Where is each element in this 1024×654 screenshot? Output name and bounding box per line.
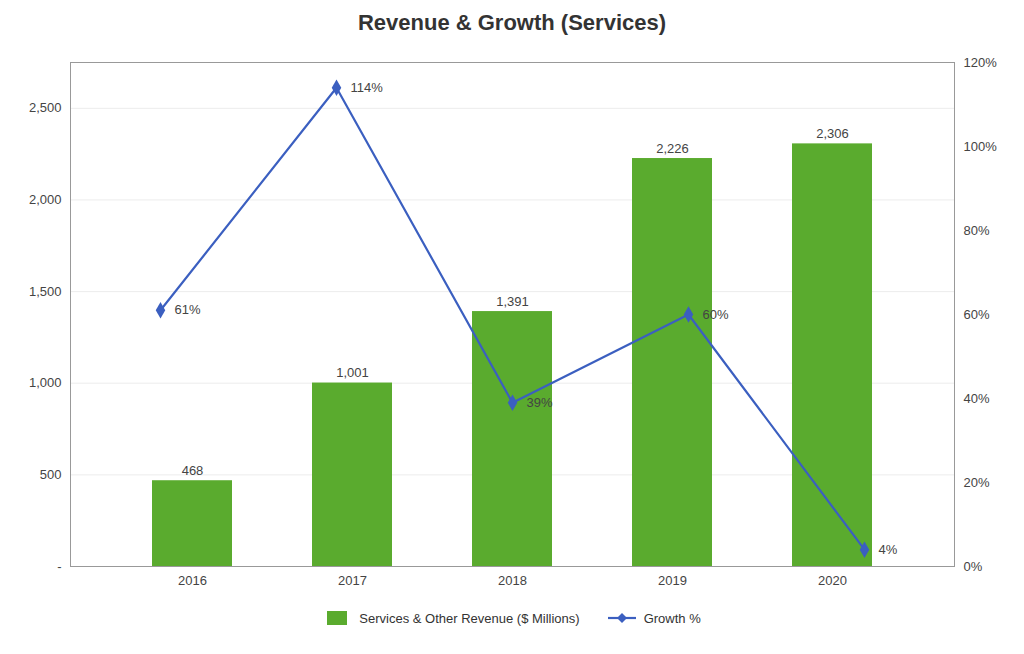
svg-text:20%: 20% bbox=[964, 475, 990, 490]
svg-text:2019: 2019 bbox=[658, 573, 687, 588]
svg-text:4%: 4% bbox=[879, 542, 898, 557]
svg-text:100%: 100% bbox=[964, 139, 998, 154]
svg-text:2017: 2017 bbox=[338, 573, 367, 588]
svg-text:468: 468 bbox=[182, 463, 204, 478]
svg-text:1,001: 1,001 bbox=[336, 365, 369, 380]
svg-text:114%: 114% bbox=[351, 80, 384, 95]
html-text:Revenue & Growth (Services): Revenue & Growth (Services) bbox=[357, 10, 666, 35]
svg-text:1,391: 1,391 bbox=[496, 294, 529, 309]
svg-text:2020: 2020 bbox=[818, 573, 847, 588]
svg-text:2,000: 2,000 bbox=[29, 192, 62, 207]
svg-text:39%: 39% bbox=[527, 395, 553, 410]
svg-text:2,306: 2,306 bbox=[816, 126, 849, 141]
html-text:Growth %: Growth % bbox=[643, 610, 701, 626]
html-text:Services & Other Revenue ($ Mi: Services & Other Revenue ($ Millions) bbox=[359, 610, 580, 626]
svg-text:0%: 0% bbox=[964, 559, 983, 574]
svg-text:2016: 2016 bbox=[178, 573, 207, 588]
svg-text:2,500: 2,500 bbox=[29, 100, 62, 115]
svg-text:1,500: 1,500 bbox=[29, 284, 62, 299]
svg-text:2,226: 2,226 bbox=[656, 141, 689, 156]
svg-text:1,000: 1,000 bbox=[29, 375, 62, 390]
svg-text:60%: 60% bbox=[964, 307, 990, 322]
svg-text:60%: 60% bbox=[703, 307, 729, 322]
svg-text:120%: 120% bbox=[964, 55, 998, 70]
svg-text:2018: 2018 bbox=[498, 573, 527, 588]
svg-text:80%: 80% bbox=[964, 223, 990, 238]
svg-text:61%: 61% bbox=[175, 302, 201, 317]
svg-text:40%: 40% bbox=[964, 391, 990, 406]
svg-text:-: - bbox=[57, 559, 61, 574]
svg-text:500: 500 bbox=[40, 467, 62, 482]
